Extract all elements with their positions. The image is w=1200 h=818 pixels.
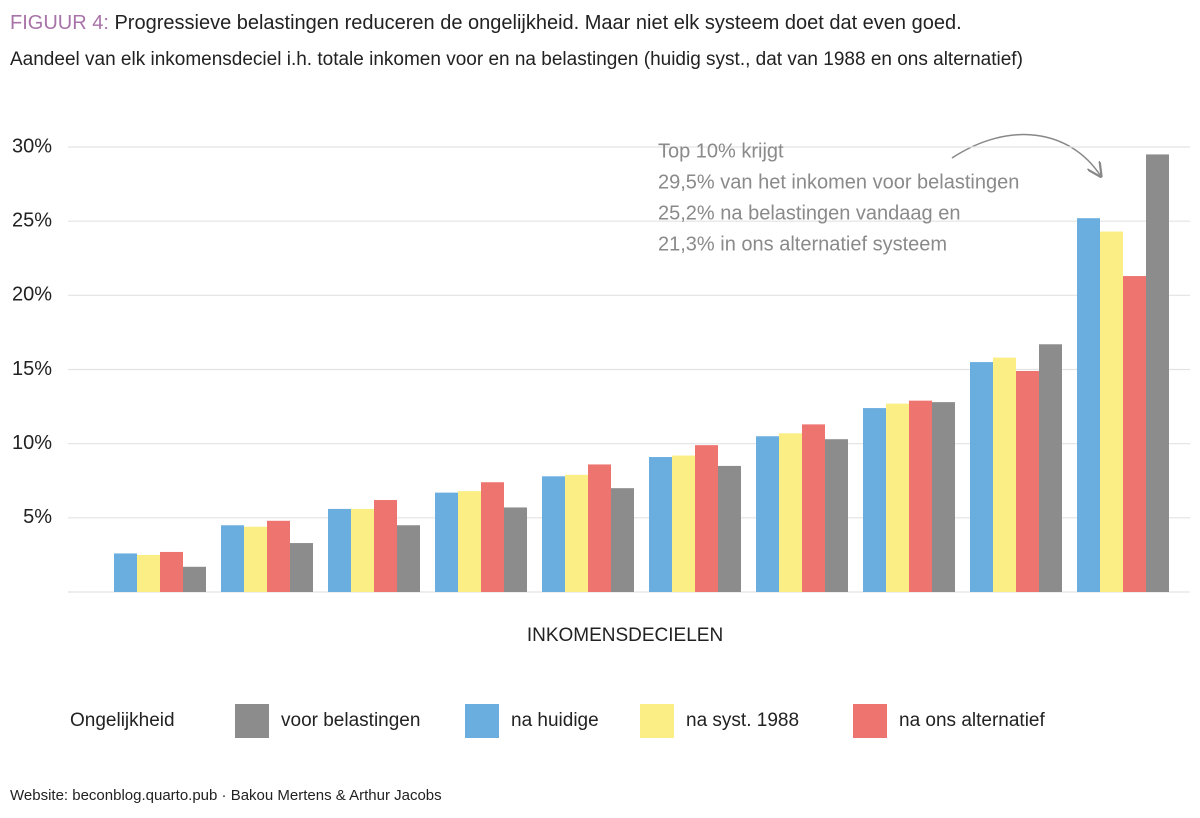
bar <box>756 436 779 592</box>
x-axis-label: INKOMENSDECIELEN <box>527 625 723 646</box>
bar <box>458 491 481 592</box>
bar <box>1077 218 1100 592</box>
bar <box>802 424 825 592</box>
chart-title: Progressieve belastingen reduceren de on… <box>114 12 961 34</box>
annotation-line: Top 10% krijgt <box>658 140 784 162</box>
y-tick-label: 5% <box>23 506 52 528</box>
legend-label: na ons alternatief <box>899 710 1045 731</box>
bar <box>221 525 244 592</box>
bar <box>160 551 183 592</box>
bar <box>779 433 802 592</box>
legend-label: na huidige <box>511 710 599 731</box>
source: Website: beconblog.quarto.pub · Bakou Me… <box>10 787 442 804</box>
bar <box>718 465 741 592</box>
bar <box>825 439 848 592</box>
y-tick-label: 15% <box>12 358 52 380</box>
bar <box>588 464 611 592</box>
bar <box>611 488 634 592</box>
bar <box>1100 231 1123 593</box>
bar <box>504 507 527 592</box>
bar <box>374 500 397 592</box>
bar <box>1039 344 1062 592</box>
bar <box>863 408 886 592</box>
legend-swatch <box>235 704 269 738</box>
legend-label: na syst. 1988 <box>686 710 799 731</box>
bar <box>328 508 351 592</box>
bar <box>1123 276 1146 592</box>
bar <box>932 402 955 592</box>
chart-subtitle: Aandeel van elk inkomensdeciel i.h. tota… <box>10 49 1023 70</box>
bar <box>267 520 290 592</box>
y-tick-label: 10% <box>12 432 52 454</box>
chart-title-line: FIGUUR 4: Progressieve belastingen reduc… <box>10 12 962 34</box>
bar <box>290 543 313 592</box>
bar <box>909 400 932 592</box>
bar <box>183 566 206 592</box>
figure-label: FIGUUR 4: <box>10 12 109 34</box>
y-tick-label: 30% <box>12 135 52 157</box>
bar <box>1146 154 1169 592</box>
annotation-line: 21,3% in ons alternatief systeem <box>658 233 947 255</box>
legend-label: voor belastingen <box>281 710 420 731</box>
legend-swatch <box>640 704 674 738</box>
bar <box>137 554 160 592</box>
bar <box>970 362 993 592</box>
bar <box>1016 370 1039 592</box>
bar <box>649 457 672 592</box>
bar <box>351 508 374 592</box>
bar <box>244 526 267 592</box>
annotation-line: 29,5% van het inkomen voor belastingen <box>658 171 1019 193</box>
bar <box>397 525 420 592</box>
bar <box>672 455 695 592</box>
bar <box>481 482 504 592</box>
legend-swatch <box>853 704 887 738</box>
bar <box>886 403 909 592</box>
bar <box>565 474 588 592</box>
bar <box>435 492 458 592</box>
y-tick-label: 25% <box>12 209 52 231</box>
bar <box>542 476 565 592</box>
annotation-line: 25,2% na belastingen vandaag en <box>658 202 960 224</box>
bar <box>993 357 1016 592</box>
legend-title: Ongelijkheid <box>70 710 175 731</box>
y-tick-label: 20% <box>12 284 52 306</box>
legend-swatch <box>465 704 499 738</box>
bar <box>695 445 718 592</box>
annotation-arrow <box>951 133 1100 175</box>
bar <box>114 553 137 592</box>
